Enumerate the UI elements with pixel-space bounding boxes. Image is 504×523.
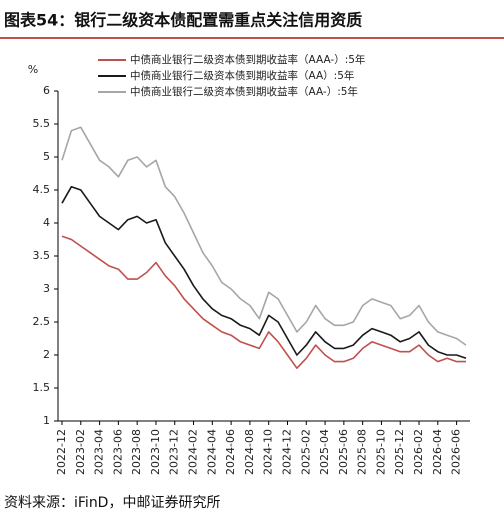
y-tick-label: 4.5 (33, 183, 51, 196)
series-line (61, 235, 466, 369)
x-tick-label: 2022-12 (55, 429, 68, 475)
y-tick-label: 3.5 (33, 249, 51, 262)
x-tick-label: 2026-04 (431, 429, 444, 475)
x-tick-label: 2026-06 (450, 429, 463, 475)
x-tick-label: 2024-06 (224, 429, 237, 475)
legend-label: 中债商业银行二级资本债到期收益率（AA-）:5年 (130, 85, 358, 98)
x-tick-label: 2023-10 (149, 429, 162, 475)
x-tick-label: 2023-02 (74, 429, 87, 475)
x-tick-label: 2023-08 (130, 429, 143, 475)
y-tick-label: 5.5 (33, 117, 51, 130)
x-tick-label: 2025-12 (393, 429, 406, 475)
y-tick-label: 1.5 (33, 381, 51, 394)
x-tick-label: 2024-04 (205, 429, 218, 475)
y-unit: % (28, 63, 38, 76)
legend-label: 中债商业银行二级资本债到期收益率（AAA-）:5年 (130, 53, 365, 66)
x-tick-label: 2026-02 (412, 429, 425, 475)
x-tick-label: 2025-02 (299, 429, 312, 475)
x-tick-label: 2023-06 (111, 429, 124, 475)
legend-label: 中债商业银行二级资本债到期收益率（AA）:5年 (130, 69, 354, 82)
x-tick-label: 2025-06 (337, 429, 350, 475)
y-tick-label: 3 (43, 282, 50, 295)
y-tick-label: 6 (43, 84, 50, 97)
x-tick-label: 2024-02 (187, 429, 200, 475)
y-tick-label: 4 (43, 216, 50, 229)
x-tick-label: 2024-08 (243, 429, 256, 475)
y-tick-label: 2 (43, 348, 50, 361)
x-tick-label: 2024-12 (280, 429, 293, 475)
y-tick-label: 1 (43, 414, 50, 427)
series-line (61, 126, 467, 346)
source-note: 资料来源：iFinD，中邮证券研究所 (4, 495, 220, 511)
x-tick-label: 2023-04 (93, 429, 106, 475)
y-tick-label: 5 (43, 150, 50, 163)
x-tick-label: 2025-04 (318, 429, 331, 475)
series-line (61, 185, 467, 360)
x-tick-label: 2024-10 (262, 429, 275, 475)
x-tick-label: 2023-12 (168, 429, 181, 475)
x-tick-label: 2025-08 (356, 429, 369, 475)
x-tick-label: 2025-10 (374, 429, 387, 475)
y-tick-label: 2.5 (33, 315, 51, 328)
chart-title: 图表54：银行二级资本债配置需重点关注信用资质 (4, 11, 362, 30)
